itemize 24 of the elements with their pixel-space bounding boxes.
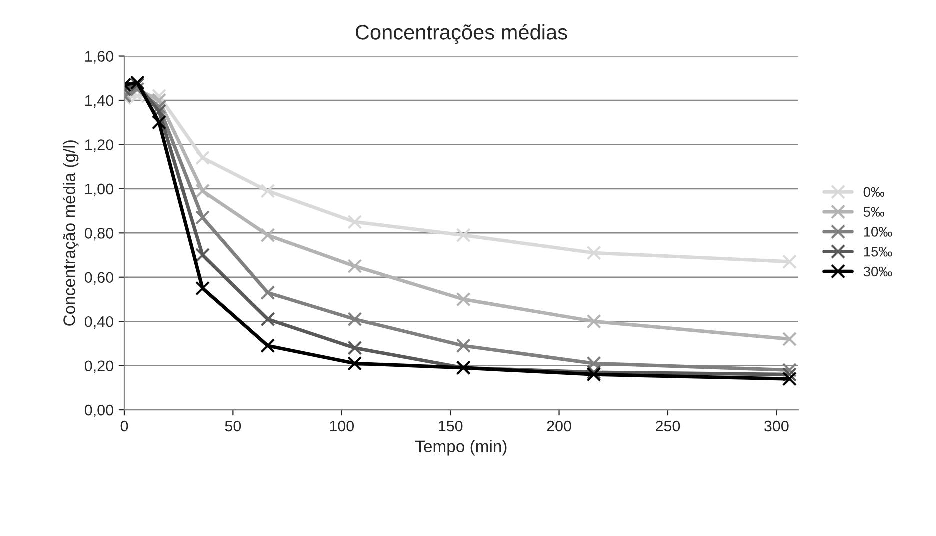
x-tick-label: 50 xyxy=(225,420,242,432)
x-axis-title: Tempo (min) xyxy=(416,440,507,456)
y-tick-label: 0,60 xyxy=(84,272,114,285)
y-tick-label: 0,80 xyxy=(84,228,114,241)
x-tick-label: 250 xyxy=(656,420,680,432)
x-tick-label: 300 xyxy=(764,420,789,432)
x-tick-label: 200 xyxy=(547,420,572,432)
y-tick-label: 1,40 xyxy=(86,95,114,108)
chart-title: Concentrações médias xyxy=(356,24,568,44)
legend-label: 15‰ xyxy=(864,247,892,257)
legend-label: 30‰ xyxy=(864,266,892,277)
y-tick-label: 0,00 xyxy=(84,404,114,418)
x-tick-label: 100 xyxy=(330,420,354,432)
x-tick-label: 150 xyxy=(439,420,463,432)
legend-label: 0‰ xyxy=(864,187,885,198)
y-tick-label: 1,60 xyxy=(86,51,114,64)
y-tick-label: 1,00 xyxy=(86,184,114,196)
y-tick-label: 0,40 xyxy=(84,316,114,330)
legend-label: 5‰ xyxy=(864,207,885,217)
y-tick-label: 0,20 xyxy=(84,360,114,374)
legend-label: 10‰ xyxy=(864,227,892,237)
y-tick-label: 1,20 xyxy=(86,140,114,152)
y-axis-title: Concentração média (g/l) xyxy=(62,140,79,326)
x-tick-label: 0 xyxy=(120,420,128,432)
